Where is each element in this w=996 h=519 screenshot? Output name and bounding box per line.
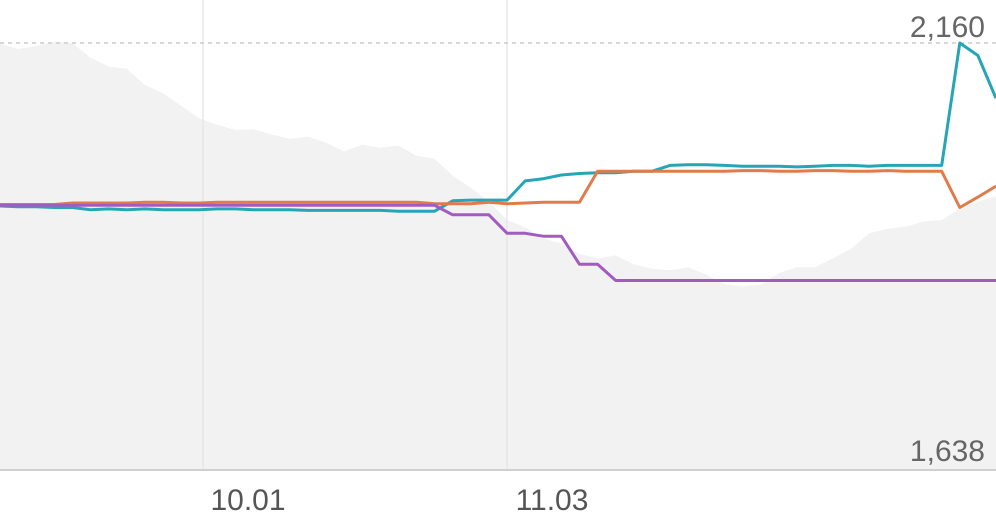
min-value-label: 1,638 — [910, 435, 985, 468]
max-value-label: 2,160 — [910, 11, 985, 44]
x-tick-label-2: 11.03 — [516, 484, 589, 517]
background-area-path — [0, 41, 996, 470]
series-lines — [0, 41, 996, 282]
series-line-purple — [0, 203, 996, 282]
grid-lines — [0, 0, 996, 471]
background-area — [0, 41, 996, 470]
series-line-teal — [0, 41, 996, 213]
labels: 10.01 11.03 2,160 1,638 — [210, 11, 985, 517]
series-line-orange — [0, 169, 996, 209]
x-tick-label-1: 10.01 — [210, 484, 285, 517]
